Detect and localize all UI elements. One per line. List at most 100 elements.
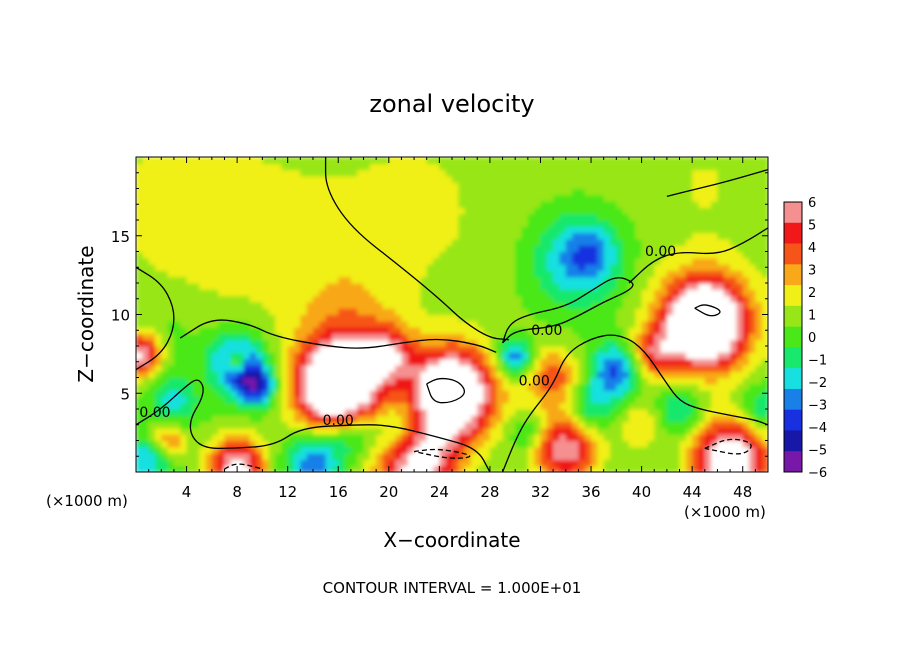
- field-cell: [306, 346, 314, 353]
- field-cell: [603, 440, 611, 448]
- field-cell: [489, 327, 497, 334]
- field-cell: [761, 213, 768, 221]
- field-cell: [711, 245, 719, 253]
- field-cell: [546, 157, 554, 164]
- field-cell: [641, 327, 649, 334]
- field-cell: [401, 440, 409, 448]
- field-cell: [711, 251, 719, 259]
- field-cell: [489, 289, 497, 297]
- field-cell: [445, 169, 453, 177]
- field-cell: [704, 188, 712, 196]
- field-cell: [610, 188, 617, 196]
- field-cell: [369, 213, 377, 221]
- field-cell: [749, 314, 756, 322]
- field-cell: [660, 358, 668, 366]
- field-cell: [660, 220, 668, 227]
- field-cell: [433, 163, 440, 171]
- field-cell: [319, 364, 327, 372]
- field-cell: [161, 182, 169, 190]
- field-cell: [167, 308, 175, 316]
- field-cell: [692, 409, 700, 416]
- field-cell: [540, 339, 548, 347]
- field-cell: [723, 295, 731, 303]
- field-cell: [591, 396, 598, 404]
- field-cell: [331, 188, 339, 196]
- field-cell: [331, 264, 339, 271]
- field-cell: [723, 226, 731, 234]
- field-cell: [161, 320, 169, 328]
- field-cell: [749, 383, 756, 391]
- field-cell: [521, 194, 529, 202]
- field-cell: [591, 169, 598, 177]
- field-cell: [344, 182, 352, 190]
- field-cell: [433, 226, 440, 234]
- field-cell: [439, 352, 447, 360]
- field-cell: [388, 396, 396, 404]
- field-cell: [186, 427, 194, 435]
- field-cell: [224, 201, 232, 208]
- field-cell: [357, 295, 365, 303]
- field-cell: [489, 264, 497, 271]
- field-cell: [294, 333, 301, 341]
- field-cell: [331, 213, 339, 221]
- field-cell: [224, 434, 232, 442]
- field-cell: [382, 421, 390, 429]
- field-cell: [578, 238, 586, 246]
- field-cell: [382, 440, 390, 448]
- field-cell: [628, 421, 636, 429]
- field-cell: [237, 396, 245, 404]
- field-cell: [256, 194, 263, 202]
- field-cell: [388, 358, 396, 366]
- field-cell: [628, 453, 636, 460]
- field-cell: [628, 169, 636, 177]
- field-cell: [281, 327, 289, 334]
- field-cell: [407, 232, 415, 240]
- field-cell: [559, 175, 567, 183]
- field-cell: [603, 396, 611, 404]
- field-cell: [205, 301, 213, 309]
- field-cell: [616, 409, 624, 416]
- field-cell: [319, 163, 327, 171]
- field-cell: [243, 201, 251, 208]
- field-cell: [616, 201, 624, 208]
- field-cell: [205, 238, 213, 246]
- field-cell: [565, 352, 573, 360]
- field-cell: [331, 358, 339, 366]
- field-cell: [685, 289, 693, 297]
- field-cell: [755, 371, 763, 379]
- field-cell: [502, 409, 510, 416]
- field-cell: [761, 194, 768, 202]
- field-cell: [666, 226, 674, 234]
- field-cell: [761, 396, 768, 404]
- field-cell: [325, 427, 333, 435]
- field-cell: [654, 377, 662, 385]
- field-cell: [470, 427, 478, 435]
- field-cell: [136, 238, 143, 246]
- field-cell: [527, 434, 535, 442]
- field-cell: [439, 169, 447, 177]
- field-cell: [597, 440, 605, 448]
- field-cell: [224, 270, 232, 278]
- field-cell: [205, 163, 213, 171]
- field-cell: [218, 459, 226, 467]
- field-cell: [464, 333, 472, 341]
- field-cell: [496, 276, 504, 284]
- field-cell: [211, 264, 219, 271]
- field-cell: [395, 377, 403, 385]
- field-cell: [647, 301, 655, 309]
- field-cell: [452, 295, 459, 303]
- field-cell: [553, 390, 561, 397]
- field-cell: [723, 301, 731, 309]
- field-cell: [180, 251, 188, 259]
- field-cell: [357, 283, 365, 290]
- field-cell: [711, 238, 719, 246]
- field-cell: [433, 371, 440, 379]
- field-cell: [654, 238, 662, 246]
- field-cell: [660, 453, 668, 460]
- field-cell: [641, 245, 649, 253]
- field-cell: [597, 364, 605, 372]
- field-cell: [407, 264, 415, 271]
- field-cell: [420, 459, 428, 467]
- field-cell: [483, 459, 491, 467]
- field-cell: [515, 276, 523, 284]
